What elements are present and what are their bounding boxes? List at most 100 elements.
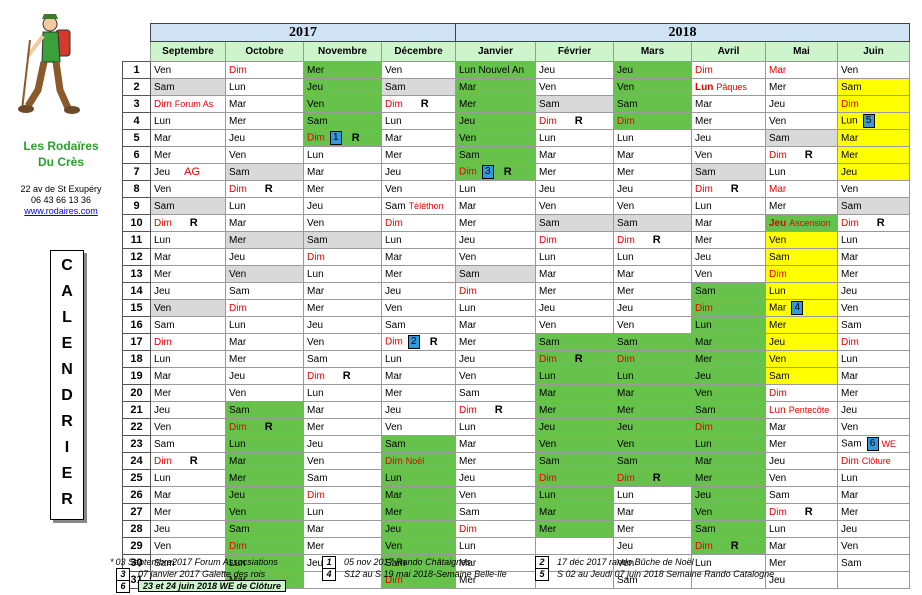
- day-cell: Mer: [150, 146, 226, 164]
- day-cell: Mer: [455, 95, 536, 113]
- weekday-label: Ven: [385, 540, 403, 552]
- day-cell: Dim R: [535, 350, 614, 368]
- day-number: 12: [122, 248, 151, 266]
- calendar-row: 6 Mer Ven Lun Mer Sam Mar Mar Ven Dim R Mer: [122, 146, 910, 164]
- rando-marker: R: [730, 183, 739, 195]
- day-cell: Mar: [303, 163, 382, 181]
- day-cell: Ven: [837, 537, 910, 555]
- calendar-table: 2017 2018 Septembre Octobre Novembre Décembre…: [122, 23, 910, 589]
- day-cell: Mer: [837, 503, 910, 521]
- weekday-label: Jeu: [841, 166, 858, 178]
- event-label: Noël: [405, 455, 425, 466]
- day-number: 25: [122, 469, 151, 487]
- day-cell: Jeu: [150, 401, 226, 419]
- weekday-label: Mer: [307, 183, 325, 195]
- weekday-label: Mar: [695, 455, 713, 467]
- weekday-label: Lun: [617, 132, 634, 144]
- weekday-label: Lun: [539, 132, 556, 144]
- rando-marker: R: [804, 506, 813, 518]
- weekday-label: Lun: [385, 353, 402, 365]
- weekday-label: Jeu: [841, 404, 858, 416]
- day-cell: Lun: [765, 282, 838, 300]
- weekday-label: Mar: [617, 506, 635, 518]
- day-cell: Lun: [455, 299, 536, 317]
- calendar-row: 20 Mer Ven Lun Mer Sam Mar Mar Ven Dim Mer: [122, 384, 910, 402]
- weekday-label: Lun Nouvel An: [459, 64, 525, 76]
- vertical-title-letter: C: [61, 257, 73, 274]
- calendar-row: 4 Lun Mer Sam Lun Jeu Dim R Dim Mer Ven Lun 5: [122, 112, 910, 130]
- weekday-label: Lun: [229, 557, 246, 569]
- weekday-label: Ven: [695, 506, 713, 518]
- weekday-label: Ven: [307, 217, 325, 229]
- weekday-label: Sam: [695, 523, 716, 535]
- day-cell: Sam: [613, 571, 692, 589]
- day-cell: Ven: [303, 214, 382, 232]
- weekday-label: Jeu: [539, 64, 556, 76]
- day-cell: Sam: [765, 486, 838, 504]
- month-header: Décembre: [381, 41, 456, 62]
- day-cell: Dim: [455, 282, 536, 300]
- weekday-label: Dim: [385, 455, 403, 467]
- day-cell: Jeu: [613, 299, 692, 317]
- month-header: Juin: [837, 41, 910, 62]
- day-number: 28: [122, 520, 151, 538]
- weekday-label: Mar: [459, 200, 477, 212]
- day-cell: Mer: [303, 180, 382, 198]
- club-website-link[interactable]: www.rodaires.com: [24, 206, 98, 216]
- weekday-label: Jeu: [307, 557, 324, 569]
- weekday-label: Mer: [307, 302, 325, 314]
- weekday-label: Dim: [841, 336, 859, 348]
- day-cell: Ven: [303, 95, 382, 113]
- footnote-text: 07 janvier 2017 Galette des rois: [138, 569, 266, 579]
- day-number: 27: [122, 503, 151, 521]
- day-cell: Ven: [535, 78, 614, 96]
- rando-marker: R: [189, 217, 198, 229]
- weekday-label: Ven: [841, 540, 859, 552]
- weekday-label: Ven: [307, 98, 325, 110]
- day-cell: Jeu: [837, 520, 910, 538]
- calendar-row: 9 Sam Lun Jeu Sam Téléthon Mar Ven Ven Lun Mer Sam: [122, 197, 910, 215]
- weekday-label: Dim: [617, 235, 635, 246]
- day-cell: Mar: [613, 146, 692, 164]
- weekday-label: Mer: [459, 336, 477, 348]
- day-cell: Dim: [225, 61, 304, 79]
- weekday-label: Lun: [307, 149, 324, 161]
- day-cell: Mer: [455, 452, 536, 470]
- day-cell: Dim: [455, 520, 536, 538]
- day-cell: Jeu AG: [150, 163, 226, 181]
- day-cell: Ven: [455, 248, 536, 266]
- day-cell: Mer: [765, 316, 838, 334]
- day-cell: Mer: [613, 401, 692, 419]
- weekday-label: Lun: [539, 251, 556, 263]
- day-cell: Mer: [535, 163, 614, 181]
- day-cell: Ven: [381, 61, 456, 79]
- day-cell: Mer: [225, 469, 304, 487]
- weekday-label: Ven: [769, 353, 787, 365]
- footnote-text: 23 et 24 juin 2018 WE de Clôture: [138, 580, 287, 592]
- weekday-label: Lun: [459, 421, 476, 433]
- event-label: Forum As: [174, 98, 214, 109]
- weekday-label: Mer: [841, 387, 859, 399]
- weekday-label: Mar: [307, 523, 325, 535]
- weekday-label: Sam: [695, 166, 716, 178]
- weekday-label: Ven: [385, 183, 403, 195]
- day-cell: Jeu: [225, 367, 304, 385]
- day-cell: Sam: [381, 435, 456, 453]
- footnote-text: S 02 au Jeudi 07 juin 2018 Semaine Rando…: [557, 569, 775, 579]
- day-cell: Dim R: [837, 214, 910, 232]
- weekday-label: Lun: [841, 115, 858, 127]
- calendar-row: 28 Jeu Sam Mar Jeu Dim Mer Mer Sam Lun Jeu: [122, 520, 910, 538]
- day-cell: Dim: [765, 265, 838, 283]
- year-header-row: 2017 2018: [123, 23, 910, 42]
- weekday-label: Mer: [385, 506, 403, 518]
- day-cell: Lun: [691, 435, 766, 453]
- day-number: 8: [122, 180, 151, 198]
- weekday-label: Ven: [229, 387, 247, 399]
- day-cell: Lun: [150, 469, 226, 487]
- rando-marker: R: [574, 115, 583, 127]
- month-header: Février: [535, 41, 614, 62]
- calendar-row: 2 Sam Lun Jeu Sam Mar Ven Ven Lun Pâques Mer Sam: [122, 78, 910, 96]
- weekday-label: Dim: [459, 523, 477, 535]
- day-cell: Ven: [381, 418, 456, 436]
- weekday-label: Mar: [307, 404, 325, 416]
